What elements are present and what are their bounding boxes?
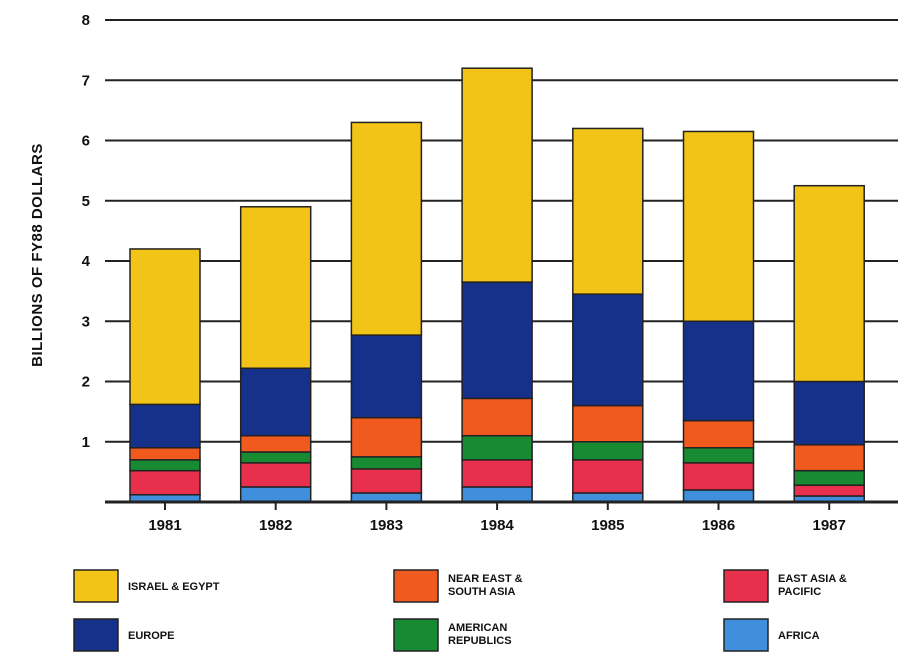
x-tick-label: 1985 bbox=[591, 517, 624, 534]
bar-segment bbox=[461, 459, 533, 488]
bar-segment bbox=[682, 489, 755, 503]
y-tick-label: 1 bbox=[82, 434, 90, 451]
x-tick-label: 1984 bbox=[480, 517, 514, 534]
legend-label: SOUTH ASIA bbox=[448, 586, 515, 598]
bar-segment bbox=[572, 127, 644, 295]
y-tick-label: 8 bbox=[82, 12, 90, 29]
bar-segment bbox=[793, 380, 865, 446]
bar-segment bbox=[239, 206, 312, 369]
legend-label: PACIFIC bbox=[778, 586, 821, 598]
bar-segment bbox=[350, 468, 423, 494]
bars bbox=[129, 67, 865, 503]
bar-segment bbox=[793, 484, 865, 497]
x-tick-label: 1982 bbox=[259, 517, 292, 534]
x-tick-label: 1983 bbox=[370, 517, 403, 534]
bar-segment bbox=[572, 441, 644, 461]
legend-swatch bbox=[393, 569, 439, 603]
legend-label: EAST ASIA & bbox=[778, 573, 847, 585]
bar-segment bbox=[129, 403, 201, 449]
legend-swatch bbox=[393, 618, 439, 652]
bar-segment bbox=[129, 459, 201, 472]
legend-swatch bbox=[73, 618, 119, 652]
bar-segment bbox=[239, 451, 312, 464]
y-tick-label: 6 bbox=[82, 133, 90, 150]
bar-segment bbox=[239, 434, 312, 453]
bar-segment bbox=[461, 281, 533, 400]
bar-segment bbox=[129, 248, 201, 406]
bar-segment bbox=[572, 459, 644, 494]
legend-swatch bbox=[723, 569, 769, 603]
y-tick-label: 4 bbox=[82, 253, 91, 270]
bar-segment bbox=[682, 419, 755, 449]
bar-segment bbox=[129, 447, 201, 461]
bar-segment bbox=[682, 462, 755, 491]
bar-segment bbox=[239, 486, 312, 503]
bar-segment bbox=[129, 469, 201, 496]
bar-segment bbox=[461, 486, 533, 503]
y-tick-label: 2 bbox=[82, 374, 90, 391]
y-tick-label: 5 bbox=[82, 193, 90, 210]
bar-segment bbox=[239, 462, 312, 488]
bar-segment bbox=[793, 444, 865, 472]
legend: ISRAEL & EGYPT NEAR EAST &SOUTH ASIA EAST … bbox=[73, 569, 847, 652]
x-tick-label: 1981 bbox=[148, 517, 181, 534]
bar-segment bbox=[350, 121, 423, 336]
legend-label: ISRAEL & EGYPT bbox=[128, 581, 220, 593]
legend-label: EUROPE bbox=[128, 630, 174, 642]
x-tick-label: 1986 bbox=[702, 517, 735, 534]
bar-segment bbox=[350, 456, 423, 470]
bar-segment bbox=[682, 320, 755, 422]
bar-segment bbox=[682, 130, 755, 322]
bar-segment bbox=[350, 334, 423, 419]
bar-segment bbox=[793, 469, 865, 486]
legend-label: REPUBLICS bbox=[448, 635, 512, 647]
legend-label: AFRICA bbox=[778, 630, 820, 642]
bar-segment bbox=[793, 184, 865, 383]
bar-segment bbox=[572, 293, 644, 407]
bar-segment bbox=[350, 416, 423, 458]
bar-segment bbox=[682, 447, 755, 464]
legend-label: NEAR EAST & bbox=[448, 573, 523, 585]
bar-segment bbox=[461, 67, 533, 283]
y-tick-label: 3 bbox=[82, 313, 90, 330]
legend-swatch bbox=[723, 618, 769, 652]
legend-label: AMERICAN bbox=[448, 622, 507, 634]
bar-segment bbox=[572, 404, 644, 443]
y-axis-title: BILLIONS OF FY88 DOLLARS bbox=[29, 143, 46, 367]
legend-swatch bbox=[73, 569, 119, 603]
axes: 1 2 3 4 5 6 7 8 1981 1982 1983 1984 1985 1986 1987 bbox=[82, 12, 898, 534]
bar-segment bbox=[239, 367, 312, 437]
bar-segment bbox=[461, 397, 533, 437]
y-tick-label: 7 bbox=[82, 72, 90, 89]
x-tick-label: 1987 bbox=[813, 517, 846, 534]
bar-segment bbox=[461, 434, 533, 461]
